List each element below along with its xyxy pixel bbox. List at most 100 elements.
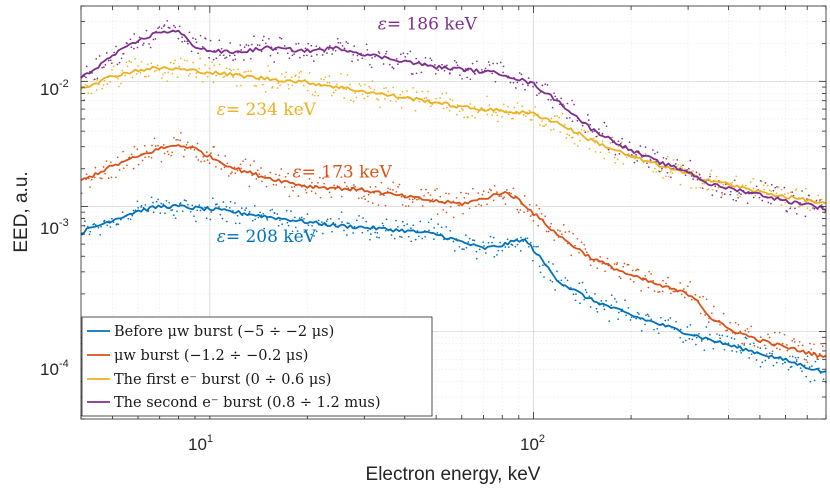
scatter-point (487, 191, 490, 194)
scatter-point (102, 166, 105, 168)
scatter-point (652, 170, 655, 173)
scatter-point (433, 227, 436, 229)
scatter-point (132, 209, 135, 212)
scatter-point (313, 94, 316, 97)
scatter-point (537, 245, 539, 248)
scatter-point (187, 42, 189, 45)
scatter-point (580, 128, 583, 131)
scatter-point (208, 162, 211, 165)
scatter-point (416, 198, 418, 201)
scatter-point (491, 114, 493, 117)
scatter-point (764, 359, 767, 362)
scatter-point (523, 195, 526, 197)
scatter-point (707, 188, 710, 191)
scatter-point (420, 188, 423, 191)
scatter-point (600, 300, 603, 302)
scatter-point (661, 167, 663, 170)
scatter-point (307, 42, 310, 45)
scatter-point (603, 308, 606, 311)
scatter-point (382, 63, 385, 65)
scatter-point (308, 178, 311, 180)
scatter-point (284, 76, 286, 78)
scatter-point (509, 81, 512, 84)
scatter-point (276, 52, 279, 54)
scatter-point (645, 314, 647, 317)
scatter-point (343, 47, 346, 50)
scatter-point (205, 151, 208, 153)
scatter-point (580, 241, 583, 244)
scatter-point (545, 230, 548, 233)
scatter-point (183, 149, 186, 151)
scatter-point (92, 78, 95, 81)
scatter-point (822, 378, 825, 381)
scatter-point (109, 80, 112, 83)
scatter-point (406, 223, 409, 225)
scatter-point (343, 229, 345, 232)
scatter-point (577, 133, 579, 136)
scatter-point (572, 232, 574, 235)
scatter-point (609, 142, 612, 144)
scatter-point (771, 352, 774, 355)
scatter-point (95, 58, 98, 60)
scatter-point (153, 70, 156, 73)
legend-label: The first e⁻ burst (0 ÷ 0.6 μs) (114, 372, 331, 388)
scatter-point (744, 329, 747, 332)
scatter-point (624, 299, 626, 302)
scatter-point (599, 256, 602, 258)
scatter-point (374, 185, 377, 188)
scatter-point (385, 87, 388, 89)
annotation-value: = 234 keV (226, 100, 317, 120)
scatter-point (768, 357, 770, 360)
scatter-point (88, 233, 91, 236)
scatter-point (572, 293, 575, 296)
scatter-point (186, 40, 189, 43)
scatter-point (699, 312, 702, 315)
scatter-point (554, 289, 556, 291)
scatter-point (745, 337, 748, 340)
scatter-point (403, 224, 406, 227)
scatter-point (153, 137, 156, 140)
scatter-point (415, 57, 418, 60)
scatter-point (772, 364, 775, 367)
scatter-point (452, 216, 455, 219)
scatter-point (332, 91, 335, 94)
scatter-point (815, 199, 818, 202)
scatter-point (371, 202, 374, 204)
scatter-point (775, 361, 778, 364)
scatter-point (271, 208, 274, 211)
scatter-point (269, 171, 272, 174)
scatter-point (731, 181, 734, 184)
scatter-point (385, 52, 387, 55)
scatter-point (151, 144, 153, 147)
scatter-point (721, 191, 723, 194)
scatter-point (571, 120, 574, 123)
scatter-point (507, 246, 510, 248)
scatter-point (621, 137, 624, 140)
scatter-point (591, 130, 594, 133)
scatter-point (695, 343, 697, 346)
scatter-point (768, 352, 771, 355)
scatter-point (772, 189, 775, 192)
scatter-point (352, 53, 355, 56)
scatter-point (801, 370, 803, 372)
scatter-point (118, 61, 121, 64)
scatter-point (759, 347, 762, 349)
scatter-point (336, 37, 339, 40)
scatter-point (463, 197, 466, 199)
scatter-point (395, 219, 397, 222)
scatter-point (334, 89, 337, 92)
scatter-point (330, 196, 333, 199)
scatter-point (245, 44, 248, 46)
legend-entry: μw burst (−1.2 ÷ −0.2 μs) (87, 348, 308, 364)
scatter-point (229, 68, 231, 70)
scatter-point (183, 59, 186, 62)
scatter-point (449, 98, 452, 101)
scatter-point (142, 42, 145, 45)
scatter-point (471, 62, 474, 65)
scatter-point (387, 90, 390, 93)
scatter-point (349, 83, 351, 86)
scatter-point (191, 204, 194, 207)
scatter-point (355, 219, 358, 222)
scatter-point (187, 203, 189, 206)
scatter-point (317, 94, 320, 97)
